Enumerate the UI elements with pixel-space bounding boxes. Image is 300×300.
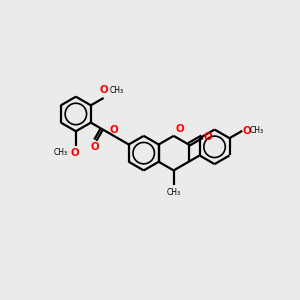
Text: O: O [175, 124, 184, 134]
Text: O: O [110, 125, 119, 135]
Text: CH₃: CH₃ [167, 188, 181, 196]
Text: O: O [99, 85, 108, 95]
Text: CH₃: CH₃ [54, 148, 68, 158]
Text: CH₃: CH₃ [110, 86, 124, 95]
Text: O: O [90, 142, 99, 152]
Text: O: O [70, 148, 79, 158]
Text: O: O [204, 132, 212, 142]
Text: CH₃: CH₃ [249, 126, 263, 135]
Text: O: O [243, 126, 252, 136]
